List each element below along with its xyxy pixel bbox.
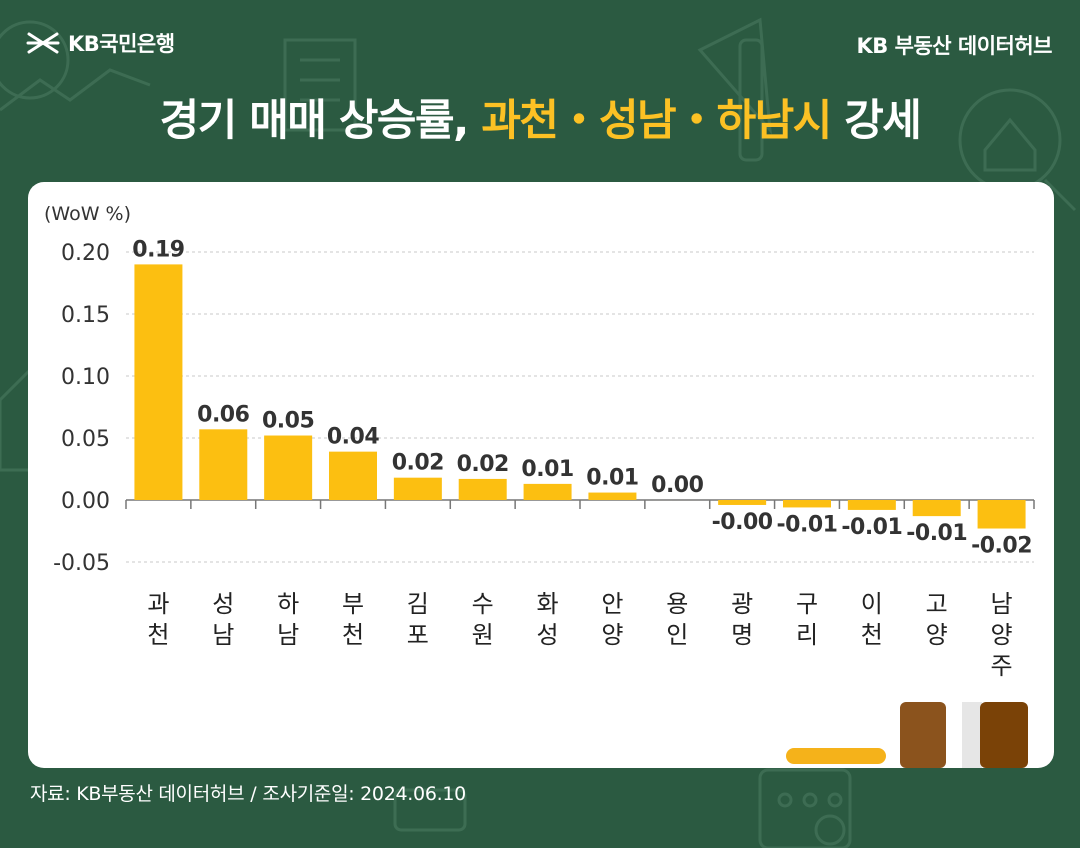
y-tick-label: -0.05 (53, 551, 110, 576)
bar (329, 451, 377, 500)
data-label: 0.05 (262, 409, 314, 434)
decor-book (980, 702, 1028, 768)
title-highlight: 과천・성남・하남시 (481, 96, 832, 146)
bar (783, 500, 831, 508)
x-tick-char: 과 (147, 590, 169, 618)
bar-chart: (WoW %)0.200.150.100.050.00-0.050.19과천0.… (44, 203, 1035, 768)
x-tick-char: 천 (147, 621, 169, 649)
x-tick-char: 양 (926, 621, 948, 649)
y-tick-label: 0.00 (61, 489, 110, 514)
x-tick-char: 명 (731, 621, 753, 649)
x-tick-char: 성 (537, 621, 559, 649)
x-tick-label: 부천 (342, 590, 364, 649)
data-label: 0.19 (132, 237, 184, 262)
x-tick-label: 수원 (472, 590, 494, 649)
kb-star-icon (26, 32, 60, 54)
data-label: 0.02 (392, 451, 444, 476)
x-tick-char: 포 (407, 621, 429, 649)
x-tick-label: 성남 (212, 590, 234, 649)
x-tick-char: 남 (277, 621, 299, 649)
title-part-3: 강세 (830, 96, 922, 146)
x-tick-char: 양 (991, 621, 1013, 649)
bar (977, 500, 1026, 529)
decor-book (900, 702, 946, 768)
chart-card: (WoW %) 0.20 0.15 0.10 0.05 0.00 -0.05 0.19 과 천 0.… (28, 182, 1054, 768)
bar (199, 429, 248, 500)
x-tick-char: 리 (796, 621, 818, 649)
x-tick-char: 수 (472, 590, 494, 618)
y-tick-label: 0.15 (61, 303, 110, 328)
x-tick-char: 인 (666, 621, 688, 649)
x-tick-char: 광 (731, 590, 753, 618)
bar (393, 477, 442, 500)
data-label: -0.00 (712, 510, 773, 535)
data-label: -0.01 (841, 515, 902, 540)
x-tick-char: 성 (212, 590, 234, 618)
bar (523, 483, 572, 500)
title-part-1: 경기 매매 상승률, (159, 96, 482, 146)
x-tick-label: 고양 (926, 590, 948, 649)
x-tick-label: 하남 (277, 590, 299, 649)
source-footer: 자료: KB부동산 데이터허브 / 조사기준일: 2024.06.10 (30, 779, 472, 806)
x-tick-char: 김 (407, 590, 429, 618)
x-tick-char: 용 (666, 590, 688, 618)
x-tick-label: 광명 (731, 590, 753, 649)
brand-name: KB국민은행 (68, 32, 175, 56)
bar (718, 500, 767, 505)
page-title: 경기 매매 상승률, 과천・성남・하남시 강세 (0, 86, 1080, 148)
y-tick-label: 0.20 (61, 241, 110, 266)
bar (264, 435, 313, 500)
survey-date: 조사기준일: 2024.06.10 (262, 783, 466, 805)
source-text: 자료: KB부동산 데이터허브 (30, 783, 245, 805)
kb-logo: KB국민은행 (26, 28, 175, 58)
x-tick-char: 구 (796, 590, 818, 618)
x-tick-label: 용인 (666, 590, 688, 649)
x-tick-char: 안 (601, 590, 623, 618)
x-tick-label: 화성 (537, 590, 559, 649)
x-tick-char: 화 (537, 590, 559, 618)
data-hub-label: KB 부동산 데이터허브 (856, 34, 1053, 58)
decor-book-pages (962, 702, 982, 768)
x-tick-char: 천 (342, 621, 364, 649)
data-label: -0.02 (971, 534, 1032, 559)
bar (847, 500, 896, 510)
x-tick-char: 주 (991, 652, 1013, 680)
data-label: 0.01 (521, 457, 573, 482)
x-tick-char: 남 (212, 621, 234, 649)
x-tick-label: 김포 (407, 590, 429, 649)
x-tick-char: 천 (861, 621, 883, 649)
data-label: -0.01 (777, 512, 838, 537)
x-tick-char: 고 (926, 590, 948, 618)
x-tick-char: 원 (472, 621, 494, 649)
y-tick-label: 0.10 (61, 365, 110, 390)
y-unit-label: (WoW %) (44, 203, 131, 225)
x-tick-char: 부 (342, 590, 364, 618)
x-tick-label: 과천 (147, 590, 169, 649)
bar (458, 478, 507, 500)
data-label: -0.01 (906, 521, 967, 546)
data-label: 0.02 (457, 452, 509, 477)
x-tick-char: 남 (991, 590, 1013, 618)
x-tick-label: 이천 (861, 590, 883, 649)
bar (134, 264, 183, 500)
x-tick-char: 하 (277, 590, 299, 618)
x-tick-char: 이 (861, 590, 883, 618)
bar (912, 500, 961, 517)
x-tick-label: 남양주 (991, 590, 1013, 680)
x-tick-char: 양 (601, 621, 623, 649)
x-tick-label: 안양 (601, 590, 623, 649)
x-tick-label: 구리 (796, 590, 818, 649)
data-label: 0.04 (327, 425, 379, 450)
data-label: 0.00 (651, 473, 703, 498)
data-label: 0.01 (586, 466, 638, 491)
footer-separator: / (250, 783, 257, 805)
bar (588, 492, 637, 500)
decor-pencil (786, 748, 886, 764)
y-tick-label: 0.05 (61, 427, 110, 452)
data-label: 0.06 (197, 402, 249, 427)
